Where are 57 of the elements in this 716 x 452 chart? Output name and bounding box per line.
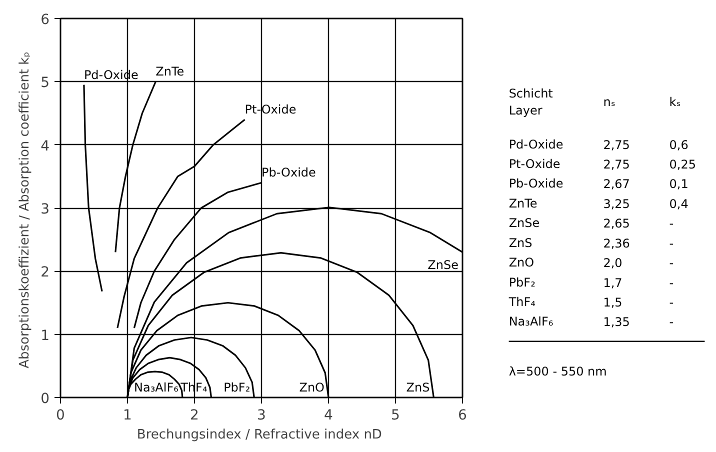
y-tick-label: 0 bbox=[40, 391, 50, 407]
text: ZnO bbox=[508, 256, 534, 270]
text: ZnSe bbox=[508, 216, 540, 230]
text: Pb-Oxide bbox=[508, 176, 564, 191]
text: 1,7 bbox=[603, 276, 622, 290]
text: 1,35 bbox=[603, 315, 630, 330]
text: ZnTe bbox=[508, 196, 538, 210]
text: - bbox=[669, 276, 674, 290]
text: Pt-Oxide bbox=[508, 157, 560, 172]
text: 0,25 bbox=[669, 158, 696, 172]
text: ZnS bbox=[508, 236, 532, 250]
text: - bbox=[669, 216, 674, 231]
series-label: ZnTe bbox=[156, 64, 184, 79]
text: 2,75 bbox=[603, 138, 630, 152]
series-label: ZnS bbox=[406, 380, 430, 394]
text: Na₃AlF₆ bbox=[508, 314, 554, 329]
text: PbF₂ bbox=[508, 275, 536, 290]
text: nₛ bbox=[603, 94, 616, 109]
text: Pd-Oxide bbox=[508, 137, 564, 152]
y-tick-label: 5 bbox=[40, 75, 50, 92]
x-tick-label: 6 bbox=[458, 408, 468, 424]
text: 2,65 bbox=[603, 216, 630, 231]
series-label: Na₃AlF₆ bbox=[134, 380, 179, 394]
text: 0,1 bbox=[669, 177, 688, 192]
y-tick-label: 4 bbox=[40, 138, 50, 154]
text: λ=500 - 550 nm bbox=[508, 364, 607, 379]
text: ThF₄ bbox=[508, 294, 536, 309]
text: 2,36 bbox=[603, 236, 630, 250]
y-tick-label: 6 bbox=[40, 12, 50, 28]
y-axis-title: Absorptionskoeffizient / Absorption coefficient kₚ bbox=[18, 52, 33, 368]
y-tick-label: 3 bbox=[40, 202, 50, 218]
x-tick-label: 4 bbox=[324, 408, 334, 424]
text: - bbox=[669, 295, 674, 310]
series-label: ZnSe bbox=[428, 258, 458, 272]
x-tick-label: 1 bbox=[123, 408, 132, 424]
x-tick-label: 2 bbox=[190, 408, 199, 424]
text: 2,75 bbox=[603, 158, 630, 172]
text: - bbox=[669, 256, 674, 270]
x-axis-title: Brechungsindex / Refractive index nD bbox=[136, 428, 382, 442]
series-label: Pb-Oxide bbox=[262, 166, 316, 180]
text: kₛ bbox=[669, 94, 681, 109]
y-tick-label: 1 bbox=[40, 328, 50, 344]
text: 0,4 bbox=[669, 196, 688, 211]
y-tick-label: 2 bbox=[40, 264, 50, 281]
text: 0,6 bbox=[669, 138, 688, 152]
x-tick-label: 3 bbox=[257, 408, 266, 424]
text: 2,67 bbox=[603, 177, 630, 192]
text: 2,0 bbox=[603, 256, 622, 270]
series-label: PbF₂ bbox=[224, 380, 250, 394]
text: - bbox=[669, 315, 674, 330]
series-label: ZnO bbox=[299, 380, 325, 394]
text: 3,25 bbox=[603, 196, 630, 211]
text: Schicht Layer bbox=[508, 86, 554, 118]
text: - bbox=[669, 236, 674, 250]
x-tick-label: 0 bbox=[56, 408, 65, 424]
x-tick-label: 5 bbox=[391, 408, 400, 424]
text: 1,5 bbox=[603, 295, 622, 310]
